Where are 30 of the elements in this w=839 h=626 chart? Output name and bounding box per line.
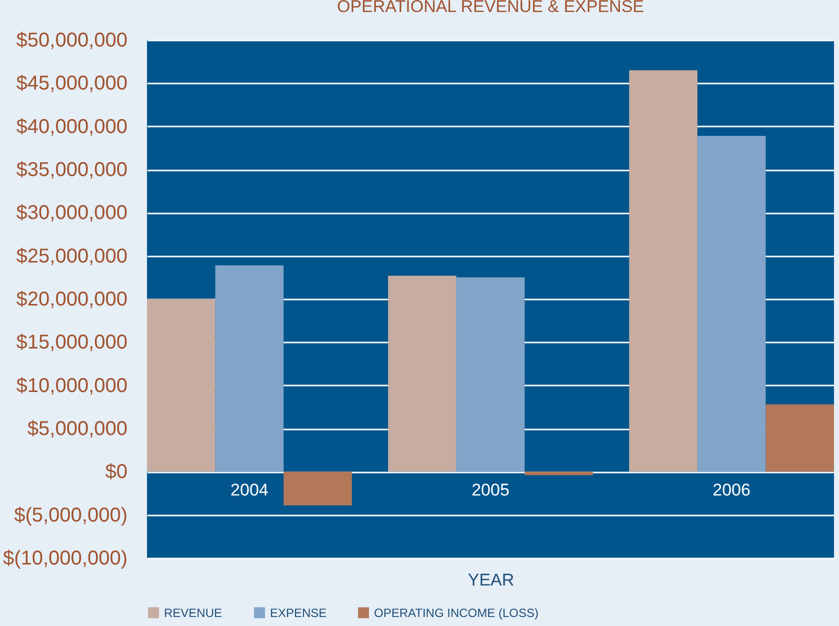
- chart-title: OPERATIONAL REVENUE & EXPENSE: [336, 0, 644, 16]
- bar: [215, 265, 284, 472]
- y-tick-label: $0: [105, 461, 128, 484]
- x-tick-label: 2004: [230, 480, 268, 500]
- bar: [524, 472, 593, 476]
- legend-label: OPERATING INCOME (LOSS): [374, 606, 538, 620]
- x-axis-title: YEAR: [468, 570, 514, 590]
- y-tick-label: $5,000,000: [27, 418, 128, 440]
- bar: [629, 70, 698, 472]
- bar: [284, 472, 352, 506]
- legend-label: REVENUE: [164, 606, 222, 620]
- bar: [697, 136, 766, 472]
- y-tick-label: $35,000,000: [16, 159, 128, 181]
- x-tick-label: 2006: [712, 480, 750, 500]
- bar: [147, 299, 216, 472]
- y-tick-label: $40,000,000: [16, 116, 128, 138]
- x-tick-label: 2005: [472, 480, 510, 500]
- y-tick-label: $20,000,000: [16, 288, 128, 310]
- y-tick-label: $15,000,000: [16, 332, 128, 354]
- y-tick-label: $(10,000,000): [2, 548, 128, 570]
- legend-label: EXPENSE: [270, 606, 327, 620]
- y-tick-label: $(5,000,000): [14, 504, 128, 526]
- y-tick-label: $25,000,000: [16, 245, 128, 268]
- bar: [388, 276, 456, 472]
- y-tick-label: $30,000,000: [16, 202, 128, 224]
- bar: [766, 404, 834, 472]
- y-tick-label: $50,000,000: [16, 30, 128, 52]
- y-tick-label: $45,000,000: [16, 72, 128, 95]
- bar: [456, 277, 525, 472]
- y-tick-label: $10,000,000: [16, 374, 128, 397]
